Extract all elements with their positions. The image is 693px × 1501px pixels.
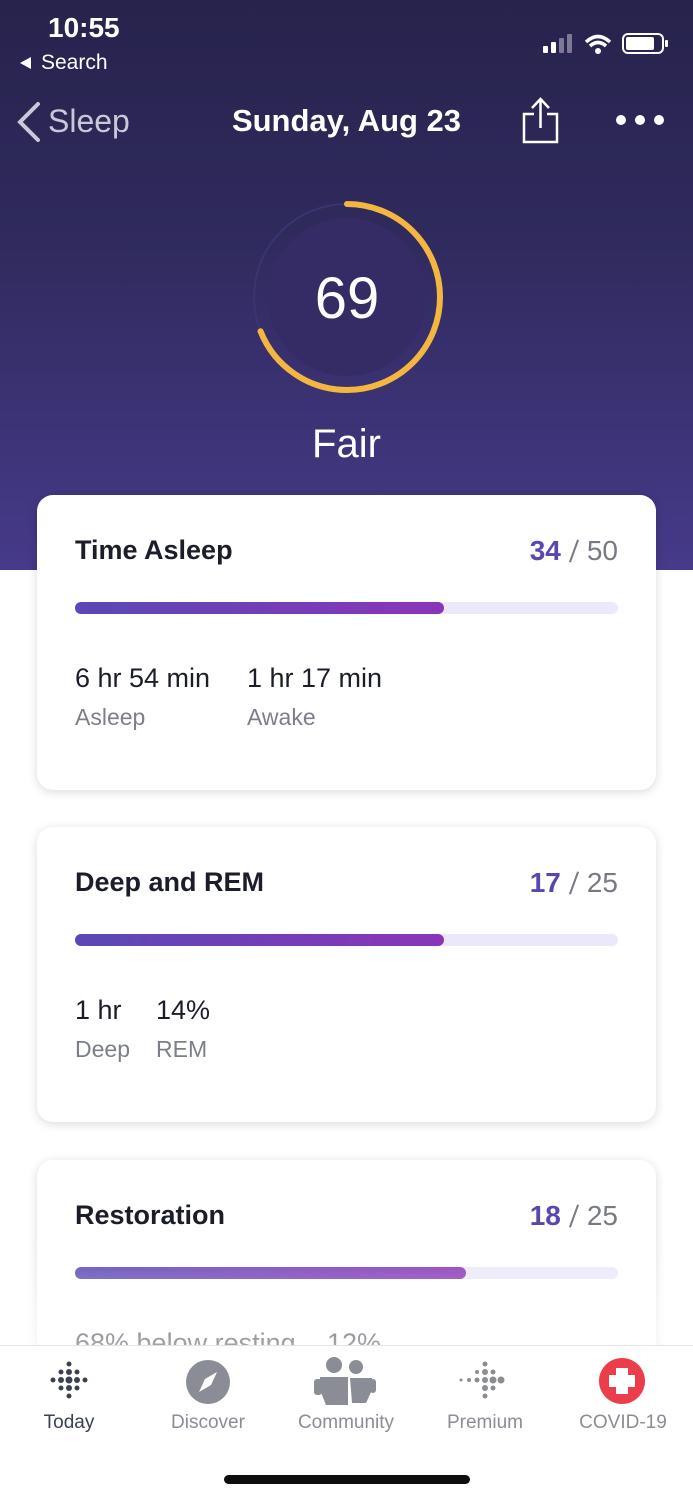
stat: 1 hr Deep xyxy=(75,995,130,1063)
back-chevron[interactable] xyxy=(14,100,44,144)
card-title: Deep and REM xyxy=(75,867,265,897)
score-gauge xyxy=(251,201,443,393)
stat-value: 1 hr xyxy=(75,995,122,1025)
stat-value: 1 hr 17 min xyxy=(247,663,383,693)
sleep-score: 69 xyxy=(314,266,380,331)
progress-fill xyxy=(75,934,445,946)
tab-label[interactable]: Premium xyxy=(446,1412,523,1433)
stat-label: REM xyxy=(156,1036,208,1062)
score-rating: Fair xyxy=(312,422,381,466)
score-card[interactable]: Deep and REM 17 25 1 hr Deep 14% REM xyxy=(37,827,656,1122)
status-icons xyxy=(543,33,668,54)
back-app-arrow xyxy=(20,57,31,69)
card-score: 34 50 xyxy=(530,535,618,567)
card-score: 17 25 xyxy=(530,867,618,899)
nav-title: Sunday, Aug 23 xyxy=(231,103,462,138)
home-indicator xyxy=(224,1475,470,1484)
score-value: 17 xyxy=(529,867,561,898)
score-separator xyxy=(568,539,579,563)
more-button[interactable] xyxy=(614,112,666,128)
tab-label[interactable]: Today xyxy=(43,1412,95,1433)
score-max: 50 xyxy=(586,535,618,566)
score-card[interactable]: Time Asleep 34 50 6 hr 54 min Asleep 1 hr 17 … xyxy=(37,495,656,790)
status-time: 10:55 xyxy=(48,12,120,43)
score-max: 25 xyxy=(586,867,618,898)
share-button[interactable] xyxy=(520,96,562,146)
stat-value: 6 hr 54 min xyxy=(75,663,211,693)
score-max: 25 xyxy=(586,1200,618,1231)
tab-icons xyxy=(50,1357,645,1405)
stat: 6 hr 54 min Asleep xyxy=(75,663,210,731)
stat: 1 hr 17 min Awake xyxy=(247,663,382,731)
card-title: Time Asleep xyxy=(75,535,233,565)
progress-track xyxy=(75,1267,618,1279)
score-value: 18 xyxy=(529,1200,561,1231)
stat-label: Deep xyxy=(75,1036,130,1062)
progress-track xyxy=(75,602,618,614)
tab-label[interactable]: Discover xyxy=(171,1412,245,1433)
card-score: 18 25 xyxy=(530,1200,618,1232)
progress-fill xyxy=(75,602,445,614)
progress-fill xyxy=(75,1267,466,1279)
tab-label[interactable]: COVID-19 xyxy=(579,1412,667,1433)
progress-track xyxy=(75,934,618,946)
stat: 14% REM xyxy=(156,995,210,1063)
tab-label[interactable]: Community xyxy=(297,1412,395,1433)
stat-label: Asleep xyxy=(75,704,146,730)
stat-label: Awake xyxy=(247,704,316,730)
back-button[interactable]: Sleep xyxy=(48,103,130,139)
score-separator xyxy=(568,871,579,895)
back-app[interactable]: Search xyxy=(41,51,108,74)
score-separator xyxy=(568,1204,579,1228)
card-title: Restoration xyxy=(75,1200,226,1230)
stat-value: 14% xyxy=(156,995,211,1025)
score-value: 34 xyxy=(529,535,561,566)
